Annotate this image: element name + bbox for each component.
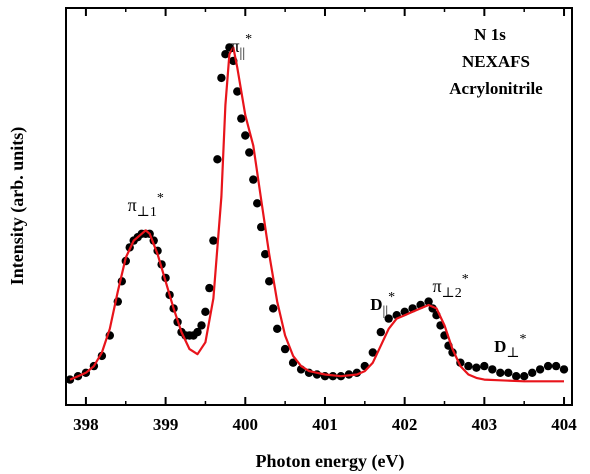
x-axis-ticks <box>84 8 566 405</box>
measured-point <box>233 87 242 96</box>
measured-point <box>512 372 521 381</box>
measured-point <box>249 175 258 184</box>
measured-point <box>520 372 529 381</box>
measured-point <box>543 361 553 371</box>
peak-label: π⊥2* <box>432 272 468 301</box>
annotation-line-3: Acrylonitrile <box>449 79 543 98</box>
measured-point <box>197 321 206 330</box>
x-axis-tick-labels: 398 399 400 401 402 403 404 <box>73 415 577 434</box>
measured-point <box>213 155 222 164</box>
measured-point <box>535 365 545 374</box>
fit-line <box>69 46 564 383</box>
series-layer <box>65 43 569 384</box>
measured-point <box>280 344 290 354</box>
x-tick-label: 400 <box>233 415 259 434</box>
x-tick-label: 403 <box>472 415 498 434</box>
measured-point <box>488 365 497 374</box>
peak-label: D⊥* <box>494 332 526 361</box>
measured-point <box>261 250 270 259</box>
measured-point <box>368 348 377 357</box>
measured-point <box>551 361 561 371</box>
peak-label: D||* <box>370 290 395 319</box>
measured-point <box>265 277 274 286</box>
measured-point <box>217 73 226 83</box>
measured-point <box>273 324 282 333</box>
measured-point <box>221 50 230 59</box>
measured-point <box>193 327 202 337</box>
measured-point <box>384 314 393 323</box>
measured-point <box>480 361 489 371</box>
measured-point <box>288 358 298 367</box>
peak-label: π⊥1* <box>128 191 164 220</box>
annotation-line-2: NEXAFS <box>462 52 530 71</box>
measured-point <box>528 368 537 377</box>
annotation-box: N 1s NEXAFS Acrylonitrile <box>449 25 543 98</box>
peak-label: π||* <box>230 32 252 61</box>
x-tick-label: 399 <box>153 415 179 434</box>
measured-point <box>209 236 218 245</box>
x-tick-label: 398 <box>73 415 99 434</box>
measured-point <box>496 368 505 377</box>
measured-point <box>464 361 473 371</box>
measured-point <box>201 307 210 316</box>
x-tick-label: 401 <box>312 415 338 434</box>
measured-point <box>472 363 481 372</box>
measured-point <box>504 368 513 377</box>
measured-point <box>245 148 254 157</box>
y-axis-title: Intensity (arb. units) <box>7 127 28 286</box>
measured-point <box>253 199 262 208</box>
plot-frame <box>65 7 573 406</box>
measured-point <box>241 131 250 140</box>
measured-point <box>424 297 433 306</box>
x-axis-title: Photon energy (eV) <box>256 451 405 472</box>
measured-point <box>269 304 278 313</box>
measured-point <box>559 365 569 374</box>
measured-point <box>205 283 214 293</box>
x-tick-label: 404 <box>551 415 577 434</box>
measured-point <box>237 114 246 123</box>
peak-labels: π⊥1* π||* D||* π⊥2* D⊥* <box>128 32 527 361</box>
annotation-line-1: N 1s <box>474 25 506 44</box>
measured-point <box>257 222 266 232</box>
measured-point <box>376 327 385 337</box>
x-tick-label: 402 <box>392 415 418 434</box>
